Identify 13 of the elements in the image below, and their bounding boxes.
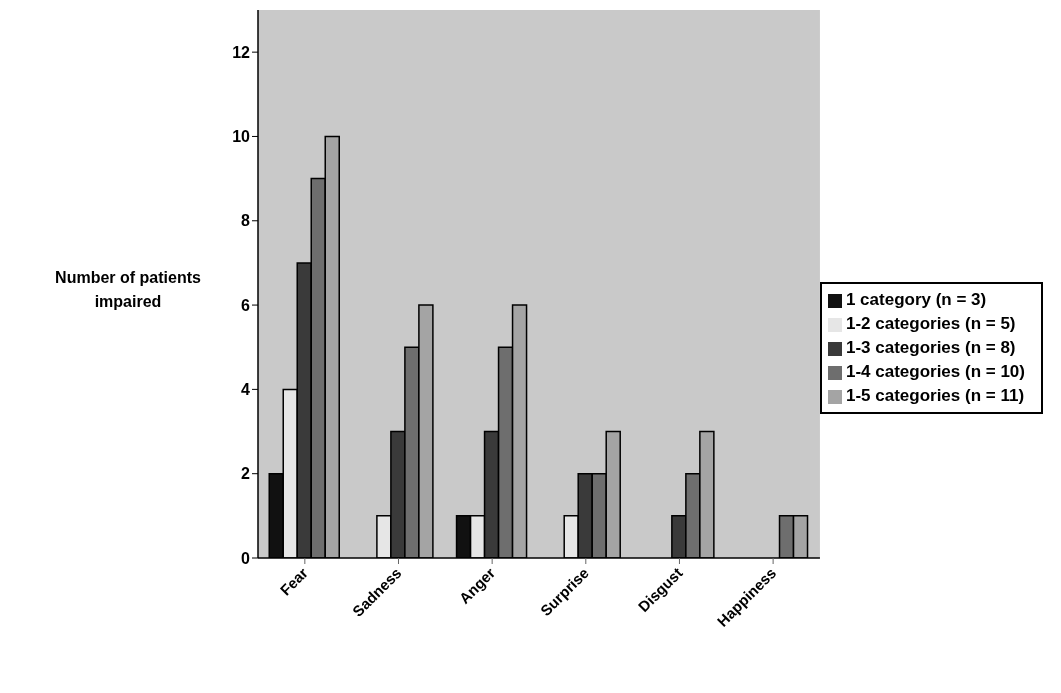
legend-label: 1 category (n = 3): [845, 290, 987, 309]
y-tick-label: 12: [232, 43, 251, 61]
legend-label: 1-3 categories (n = 8): [845, 338, 1016, 357]
y-tick-label: 8: [241, 212, 251, 230]
y-axis-title: Number of patients impaired: [54, 268, 202, 312]
y-tick-label: 10: [232, 128, 251, 146]
y-tick-label: 4: [241, 381, 251, 399]
legend-label: 1-5 categories (n = 11): [845, 386, 1025, 405]
y-tick-label: 0: [241, 549, 251, 567]
legend-label: 1-4 categories (n = 10): [845, 362, 1025, 381]
y-tick-label: 6: [241, 296, 251, 314]
legend-label: 1-2 categories (n = 5): [845, 314, 1016, 333]
y-tick-label: 2: [241, 465, 251, 483]
